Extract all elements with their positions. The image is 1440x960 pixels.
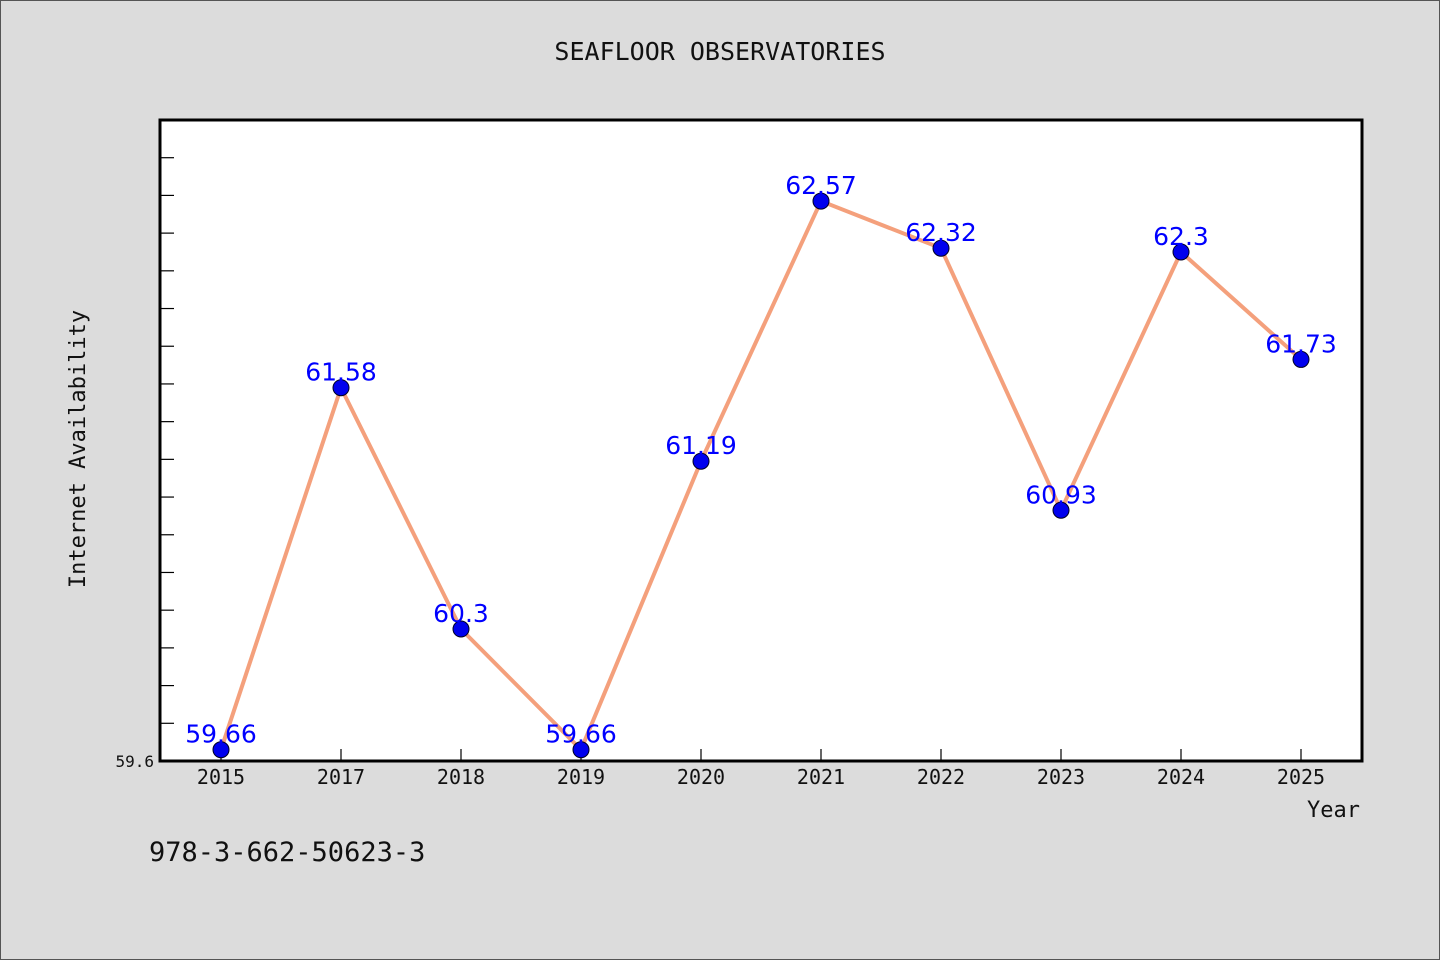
data-point xyxy=(1172,243,1190,261)
y-tick-label-min: 59.6 xyxy=(115,752,154,771)
data-point xyxy=(812,192,830,210)
plot-area xyxy=(158,118,1364,763)
x-tick-label: 2022 xyxy=(917,765,965,789)
data-point xyxy=(932,239,950,257)
data-point xyxy=(332,379,350,397)
isbn-code: 978-3-662-50623-3 xyxy=(149,837,426,868)
data-label: 59.66 xyxy=(185,720,257,749)
data-label: 62.57 xyxy=(785,171,857,200)
series-layer: 59.66 61.58 60.3 59.66 61.19 62.57 62.32 60.93 6… xyxy=(185,171,1337,759)
x-tick-label: 2019 xyxy=(557,765,605,789)
x-tick-label: 2025 xyxy=(1277,765,1325,789)
data-point xyxy=(572,741,590,759)
x-tick-label: 2018 xyxy=(437,765,485,789)
data-point xyxy=(452,620,470,638)
series-line xyxy=(219,199,1303,752)
x-tick-label: 2017 xyxy=(317,765,365,789)
x-tick-label: 2020 xyxy=(677,765,725,789)
data-point xyxy=(692,452,710,470)
data-point xyxy=(1292,350,1310,368)
x-tick-label: 2023 xyxy=(1037,765,1085,789)
data-point xyxy=(1052,501,1070,519)
x-axis-label: Year xyxy=(1307,798,1360,823)
data-label: 59.66 xyxy=(545,720,617,749)
data-label: 62.32 xyxy=(905,218,977,247)
data-label: 60.93 xyxy=(1025,480,1097,509)
y-axis-label: Internet Availability xyxy=(66,310,91,588)
data-label: 61.58 xyxy=(305,358,377,387)
x-tick-label: 2024 xyxy=(1157,765,1205,789)
chart-title: SEAFLOOR OBSERVATORIES xyxy=(554,37,886,66)
x-axis-ticks: 2015 2017 2018 2019 2020 2021 2022 2023 2024 2025 xyxy=(197,749,1325,789)
y-axis-ticks xyxy=(160,157,174,724)
data-label: 62.3 xyxy=(1153,222,1209,251)
x-tick-label: 2021 xyxy=(797,765,845,789)
data-point xyxy=(212,741,230,759)
data-label: 61.19 xyxy=(665,431,737,460)
data-label: 60.3 xyxy=(433,599,489,628)
x-tick-label: 2015 xyxy=(197,765,245,789)
data-label: 61.73 xyxy=(1265,329,1337,358)
